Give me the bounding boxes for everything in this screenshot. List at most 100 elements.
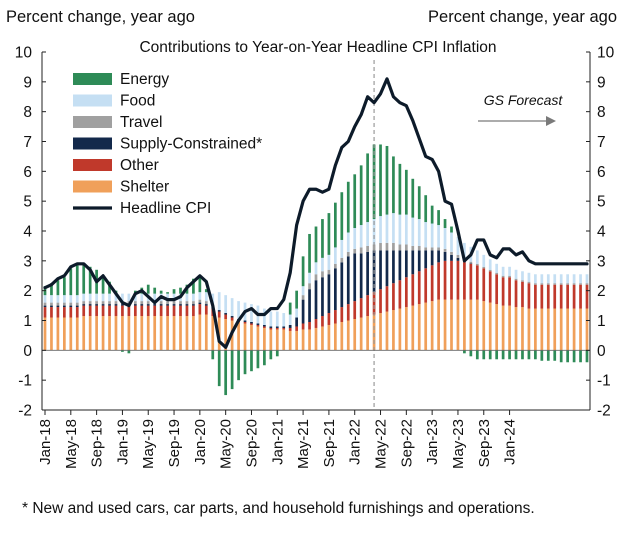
bar-food-5 [75, 295, 79, 303]
bar-other-70 [495, 274, 499, 305]
bar-food-40 [301, 286, 305, 296]
bar-shelter-47 [346, 320, 350, 351]
bar-travel-18 [159, 301, 163, 305]
bar-shelter-40 [301, 329, 305, 351]
bar-shelter-14 [133, 316, 137, 351]
x-tick-label-10: May-21 [295, 419, 312, 469]
bar-supply-constrained-63 [450, 254, 453, 261]
bar-food-23 [192, 293, 195, 302]
bar-other-17 [153, 305, 157, 317]
x-tick-label-2: Sep-18 [89, 419, 106, 467]
bar-travel-71 [501, 275, 505, 278]
bar-travel-45 [334, 263, 337, 269]
bar-travel-44 [327, 269, 331, 275]
bar-supply-constrained-57 [411, 250, 415, 275]
x-tick-label-17: Sep-23 [476, 419, 493, 467]
bar-energy-71 [501, 350, 505, 360]
bar-energy-83 [579, 350, 582, 363]
bar-travel-4 [69, 302, 73, 306]
bar-food-57 [411, 217, 415, 246]
bar-travel-58 [417, 245, 421, 251]
bar-travel-5 [75, 302, 79, 306]
bar-food-10 [108, 293, 111, 302]
bar-energy-72 [508, 350, 511, 360]
bar-supply-constrained-52 [379, 250, 382, 290]
bar-food-11 [114, 293, 118, 302]
bar-other-18 [159, 305, 163, 317]
bar-energy-57 [411, 178, 415, 218]
bar-energy-79 [553, 350, 557, 361]
bar-supply-constrained-22 [185, 304, 189, 306]
bar-energy-50 [366, 153, 369, 223]
bar-shelter-19 [166, 316, 169, 351]
bar-other-25 [204, 305, 208, 315]
bar-other-12 [121, 305, 124, 317]
legend-swatch-energy [73, 73, 112, 85]
forecast-arrow-head [546, 116, 556, 126]
bar-food-41 [308, 272, 311, 284]
bar-energy-52 [379, 144, 382, 217]
bar-shelter-37 [282, 329, 286, 351]
x-tick-label-7: May-20 [218, 419, 235, 469]
bar-supply-constrained-15 [140, 304, 144, 306]
bar-energy-19 [166, 292, 169, 294]
legend-label-headline-cpi: Headline CPI [120, 200, 211, 217]
bar-travel-47 [346, 251, 350, 257]
bar-other-80 [559, 284, 563, 309]
x-tick-label-12: Jan-22 [347, 419, 364, 465]
bar-food-71 [501, 266, 505, 276]
bar-supply-constrained-23 [192, 304, 195, 306]
bar-travel-77 [540, 283, 544, 285]
bar-supply-constrained-8 [95, 304, 98, 306]
bar-shelter-22 [185, 316, 189, 351]
bar-travel-43 [321, 271, 324, 278]
bar-food-17 [153, 293, 157, 302]
headline-cpi-line [43, 77, 589, 349]
bar-travel-11 [114, 301, 118, 305]
bar-food-67 [475, 250, 479, 264]
bar-shelter-38 [288, 330, 292, 351]
bar-energy-25 [204, 289, 208, 293]
bar-energy-2 [56, 280, 60, 296]
bar-energy-45 [334, 202, 337, 248]
bar-energy-41 [308, 233, 311, 273]
bar-energy-70 [495, 350, 499, 360]
right-tick-label--1: -1 [597, 373, 611, 390]
bar-other-8 [95, 305, 98, 317]
bar-shelter-11 [114, 316, 118, 351]
bar-food-62 [443, 228, 447, 249]
bar-food-3 [63, 295, 66, 303]
bar-other-78 [546, 284, 550, 309]
bar-energy-36 [275, 350, 279, 357]
bar-shelter-0 [43, 317, 47, 351]
bar-travel-46 [340, 257, 344, 263]
bar-shelter-57 [411, 305, 415, 351]
bar-travel-79 [553, 283, 557, 285]
bar-supply-constrained-10 [108, 304, 111, 306]
bar-shelter-26 [211, 316, 215, 351]
bar-travel-75 [527, 281, 531, 284]
bar-other-51 [372, 292, 376, 315]
bar-travel-41 [308, 283, 311, 290]
x-tick-label-6: Jan-20 [192, 419, 209, 465]
bar-energy-31 [243, 350, 247, 375]
right-tick-label-4: 4 [597, 224, 606, 241]
bar-food-25 [204, 292, 208, 302]
bar-supply-constrained-48 [353, 253, 357, 302]
bar-other-22 [185, 305, 189, 317]
bar-food-12 [121, 293, 124, 302]
bar-layer [43, 144, 589, 396]
bar-energy-55 [398, 163, 402, 215]
bar-other-67 [475, 265, 479, 300]
bar-supply-constrained-53 [385, 250, 389, 287]
bar-shelter-9 [101, 316, 105, 351]
bar-supply-constrained-28 [224, 313, 228, 315]
bar-supply-constrained-29 [230, 316, 234, 318]
right-tick-label-10: 10 [597, 45, 615, 62]
left-tick-label--2: -2 [18, 403, 32, 420]
bar-energy-1 [50, 283, 53, 296]
bar-energy-84 [585, 350, 589, 363]
bar-travel-14 [133, 301, 137, 305]
bar-travel-23 [192, 301, 195, 305]
